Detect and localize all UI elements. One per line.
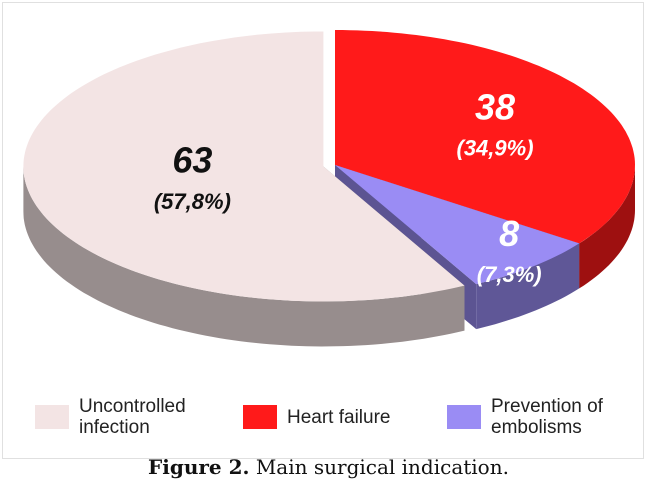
caption: Figure 2. Main surgical indication.	[0, 455, 657, 479]
caption-text: Main surgical indication.	[255, 455, 509, 479]
slice	[335, 30, 635, 244]
slice-side	[476, 243, 580, 330]
percent-label: (57,8%)	[154, 189, 231, 214]
legend-swatch	[35, 405, 69, 429]
slice-side	[579, 165, 635, 289]
legend-item: Prevention of embolisms	[447, 393, 626, 441]
legend-label: Uncontrolled infection	[79, 396, 186, 438]
value-label: 63	[172, 140, 212, 181]
legend-item: Heart failure	[243, 393, 417, 441]
percent-label: (34,9%)	[457, 136, 534, 161]
legend-item: Uncontrolled infection	[35, 393, 209, 441]
slice	[23, 31, 465, 302]
legend-swatch	[243, 405, 277, 429]
figure-frame	[2, 2, 644, 459]
slice	[335, 165, 580, 285]
slice-side	[23, 166, 465, 347]
legend-swatch	[447, 405, 481, 429]
value-label: 38	[475, 86, 515, 127]
legend-label: Heart failure	[287, 406, 391, 428]
legend-label: Prevention of embolisms	[491, 396, 603, 438]
caption-label: Figure 2.	[148, 455, 250, 479]
percent-label: (7,3%)	[477, 262, 542, 287]
value-label: 8	[499, 213, 519, 254]
